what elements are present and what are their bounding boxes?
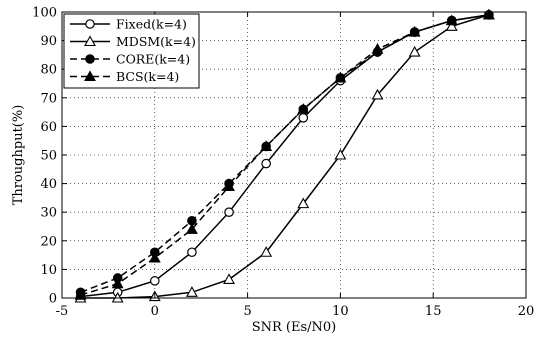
y-tick-label: 70 (40, 91, 57, 106)
data-point (74, 289, 87, 300)
x-axis-label: SNR (Es/N0) (252, 320, 337, 335)
x-tick-label: 10 (332, 304, 349, 319)
data-point (408, 45, 421, 57)
y-tick-label: 50 (40, 149, 57, 164)
series-line (80, 14, 489, 296)
y-tick-label: 0 (49, 292, 57, 307)
y-tick-label: 60 (40, 120, 57, 135)
data-point (445, 20, 458, 31)
legend-swatch-marker (85, 54, 95, 64)
x-tick-label: 20 (518, 304, 535, 319)
data-point (482, 8, 495, 20)
y-tick-label: 30 (40, 206, 57, 221)
data-point (297, 103, 310, 114)
data-point (261, 158, 271, 169)
series-line (80, 14, 490, 299)
y-tick-label: 10 (40, 263, 57, 278)
y-tick-label: 90 (40, 34, 57, 49)
x-tick-label: -5 (56, 304, 69, 319)
data-point (371, 88, 384, 100)
data-point (298, 113, 309, 123)
legend-entry: Fixed(k=4) (116, 17, 187, 32)
data-point (148, 251, 161, 263)
data-point (187, 247, 197, 258)
x-tick-label: 15 (425, 304, 442, 319)
data-point (408, 25, 421, 37)
data-point (223, 273, 235, 284)
legend-swatch-marker (84, 70, 96, 82)
data-point (334, 71, 347, 83)
data-point (111, 277, 124, 289)
legend-entry: CORE(k=4) (116, 52, 190, 67)
y-tick-label: 20 (40, 234, 57, 249)
legend-entry: MDSM(k=4) (116, 34, 196, 49)
y-tick-label: 100 (32, 6, 57, 21)
data-point (260, 140, 273, 151)
data-point (445, 14, 458, 26)
data-point (223, 180, 235, 192)
data-point (297, 197, 310, 209)
y-tick-label: 40 (40, 177, 57, 192)
x-tick-label: 5 (243, 304, 251, 319)
data-point (334, 148, 347, 160)
legend: Fixed(k=4) MDSM(k=4) CORE(k=4) BCS(k=4) (63, 13, 200, 89)
series-3 (74, 8, 495, 300)
y-axis-label: Throughput(%) (11, 105, 26, 206)
series-layer (74, 8, 495, 303)
legend-swatch-marker (85, 19, 95, 29)
data-point (185, 223, 198, 234)
y-tick-label: 80 (40, 63, 57, 78)
x-tick-label: 0 (151, 304, 159, 319)
data-point (260, 246, 273, 257)
data-point (185, 286, 198, 297)
data-point (150, 276, 160, 286)
data-point (371, 43, 384, 54)
legend-entry: BCS(k=4) (116, 69, 179, 84)
legend-swatch-marker (84, 35, 96, 47)
data-point (224, 207, 234, 217)
